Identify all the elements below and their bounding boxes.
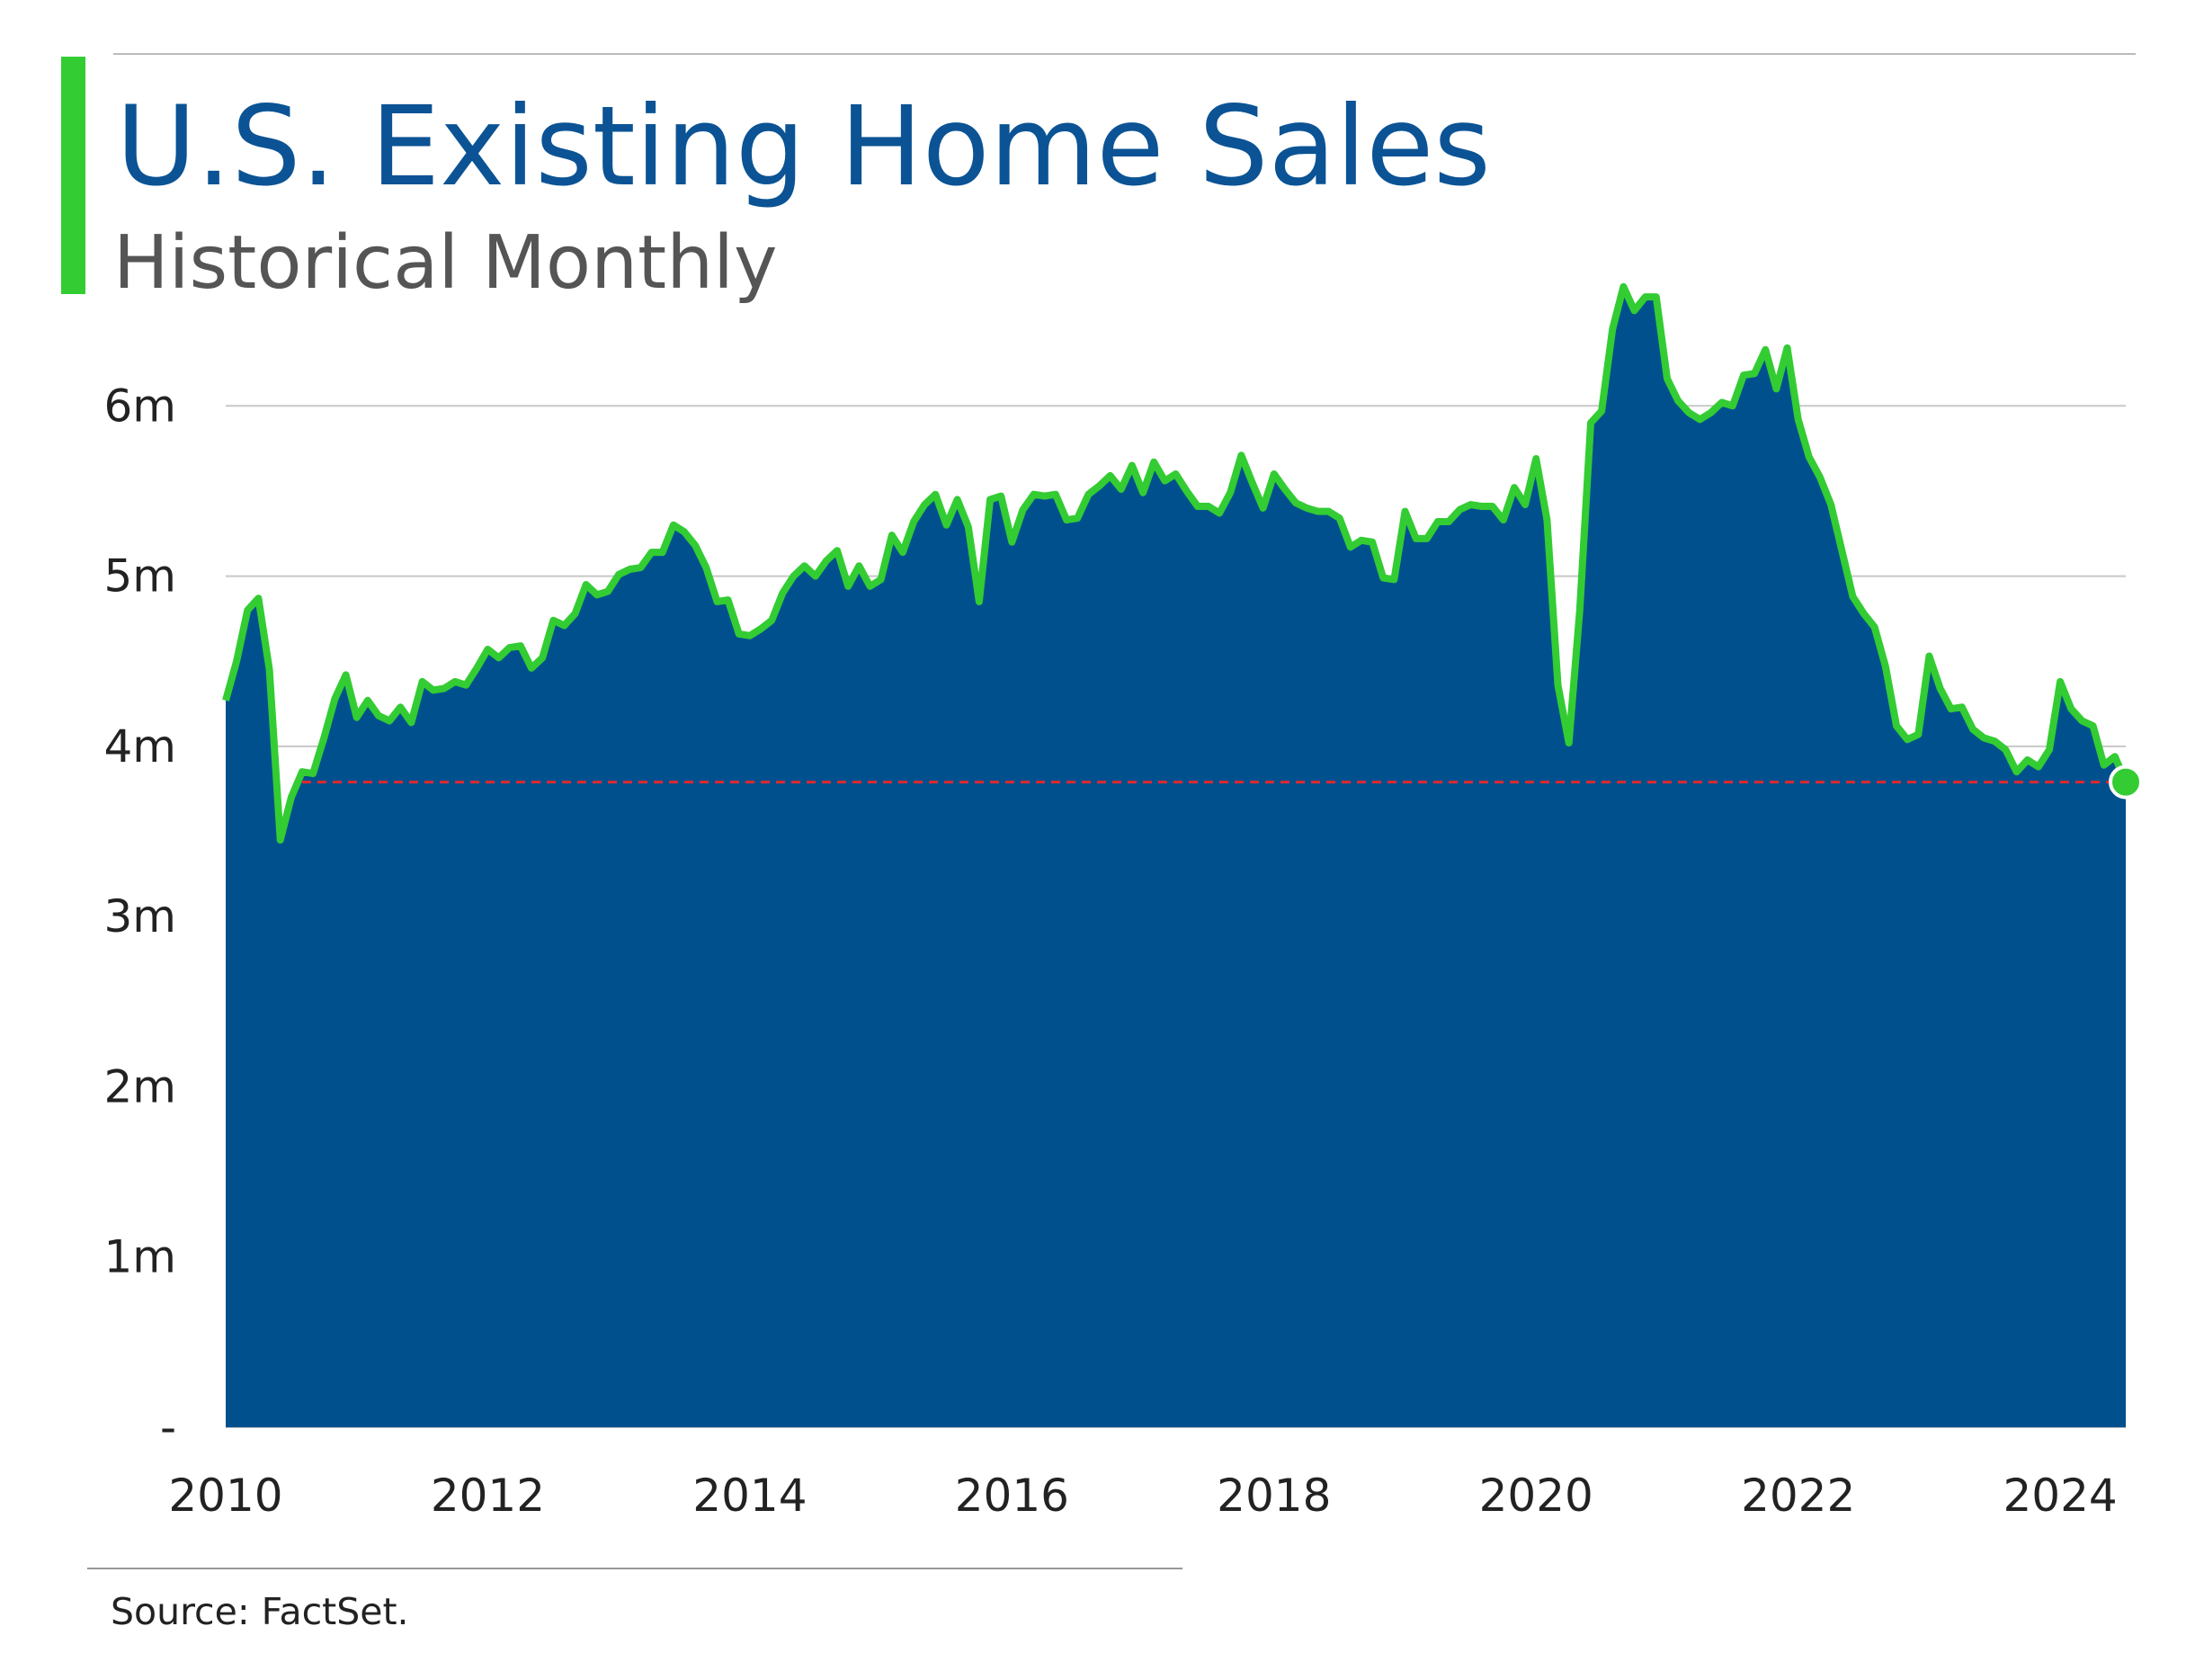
area (226, 286, 2126, 1427)
accent-bar (61, 57, 85, 294)
x-tick-label: 2020 (1479, 1470, 1593, 1522)
x-tick-label: 2014 (692, 1470, 807, 1522)
y-tick-label: 4m (103, 720, 176, 773)
x-tick-label: 2016 (955, 1470, 1069, 1522)
y-tick-label: 3m (103, 890, 176, 943)
y-tick-label: 2m (103, 1060, 176, 1113)
x-tick-label: 2024 (2003, 1470, 2118, 1522)
y-tick-label: 5m (103, 550, 176, 603)
source: Source: FactSet. (111, 1590, 409, 1633)
x-tick-label: 2012 (431, 1470, 545, 1522)
y-tick-label: - (160, 1401, 176, 1453)
y-tick-label: 6m (103, 380, 176, 432)
line (222, 282, 2129, 844)
x-tick-label: 2010 (168, 1470, 282, 1522)
x-tick-label: 2022 (1741, 1470, 1855, 1522)
last-point (2109, 764, 2143, 800)
chart-subtitle: Historical Monthly (113, 220, 777, 306)
x-tick-label: 2018 (1217, 1470, 1331, 1522)
y-tick-label: 1m (103, 1231, 176, 1283)
chart-title: U.S. Existing Home Sales (116, 83, 1491, 210)
